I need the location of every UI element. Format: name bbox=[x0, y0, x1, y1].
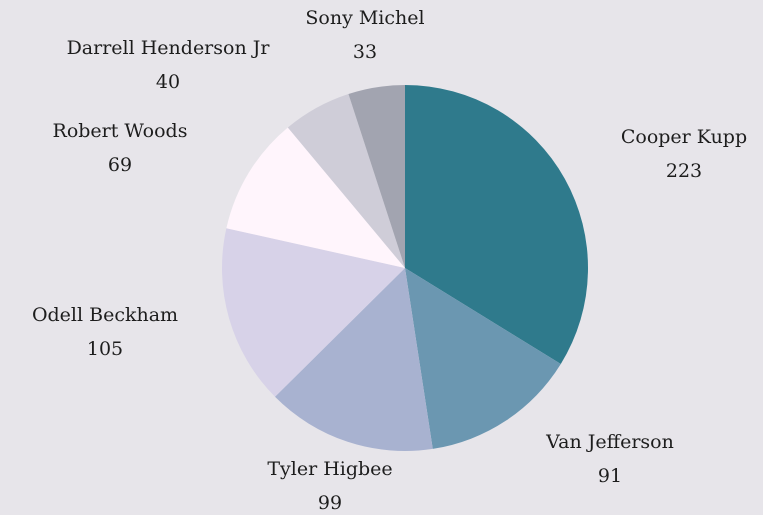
slice-label-robert-woods: Robert Woods bbox=[53, 120, 188, 142]
slice-value-darrell-henderson-jr: 40 bbox=[156, 71, 180, 93]
pie-slice-van-jefferson bbox=[405, 268, 561, 449]
pie-slice-tyler-higbee bbox=[274, 268, 433, 451]
pie-slices bbox=[221, 85, 588, 451]
slice-label-sony-michel: Sony Michel bbox=[305, 7, 424, 29]
slice-value-tyler-higbee: 99 bbox=[318, 492, 342, 514]
slice-label-van-jefferson: Van Jefferson bbox=[545, 431, 674, 453]
slice-label-cooper-kupp: Cooper Kupp bbox=[621, 126, 747, 148]
pie-slice-odell-beckham bbox=[221, 228, 405, 397]
slice-label-darrell-henderson-jr: Darrell Henderson Jr bbox=[67, 37, 271, 59]
slice-labels: Cooper Kupp 223 Van Jefferson 91 Tyler Higbe… bbox=[32, 7, 747, 514]
slice-value-van-jefferson: 91 bbox=[598, 465, 622, 487]
slice-value-cooper-kupp: 223 bbox=[666, 160, 702, 182]
pie-slice-cooper-kupp bbox=[405, 85, 588, 364]
slice-value-robert-woods: 69 bbox=[108, 154, 132, 176]
slice-label-odell-beckham: Odell Beckham bbox=[32, 304, 178, 326]
pie-slice-darrell-henderson-jr bbox=[287, 93, 405, 268]
pie-slice-robert-woods bbox=[226, 127, 405, 269]
slice-value-odell-beckham: 105 bbox=[87, 338, 123, 360]
slice-value-sony-michel: 33 bbox=[353, 41, 377, 63]
slice-label-tyler-higbee: Tyler Higbee bbox=[267, 458, 392, 480]
pie-slice-sony-michel bbox=[348, 85, 405, 268]
